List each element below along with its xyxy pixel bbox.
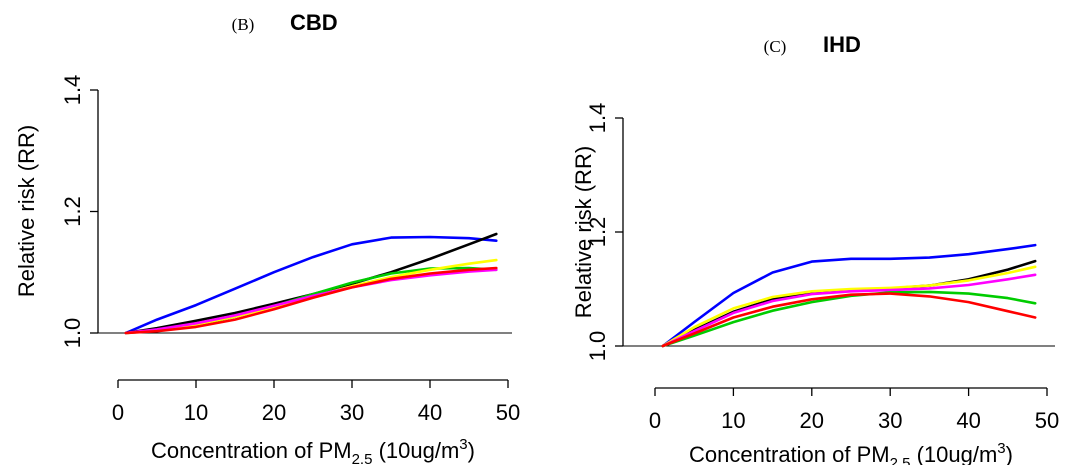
panel-label: (B)	[232, 15, 255, 34]
y-tick-label: 1.4	[60, 75, 85, 106]
x-tick-label: 40	[956, 408, 980, 433]
series-line-5	[124, 266, 498, 335]
series-line-0	[661, 243, 1037, 348]
x-tick-label: 20	[800, 408, 824, 433]
series-line-2	[661, 265, 1037, 348]
y-tick-label: 1.4	[585, 103, 610, 134]
x-tick-label: 50	[1035, 408, 1059, 433]
x-tick-label: 40	[418, 400, 442, 425]
series-line-1	[124, 232, 498, 335]
x-tick-label: 10	[721, 408, 745, 433]
series-line-0	[124, 235, 498, 335]
series-line-3	[661, 273, 1037, 348]
x-axis-label: Concentration of PM2.5 (10ug/m3)	[151, 436, 475, 465]
y-axis-label: Relative risk (RR)	[571, 146, 596, 318]
y-tick-label: 1.0	[585, 331, 610, 362]
series-line-5	[661, 292, 1037, 348]
y-tick-label: 1.0	[60, 318, 85, 349]
x-tick-label: 0	[649, 408, 661, 433]
panel-label: (C)	[764, 37, 787, 56]
x-tick-label: 30	[878, 408, 902, 433]
y-tick-label: 1.2	[585, 217, 610, 248]
x-tick-label: 0	[112, 400, 124, 425]
series-line-4	[124, 268, 498, 335]
x-tick-label: 20	[262, 400, 286, 425]
x-tick-label: 50	[496, 400, 520, 425]
chart-title: CBD	[290, 10, 338, 35]
y-axis-label: Relative risk (RR)	[14, 125, 39, 297]
y-tick-label: 1.2	[60, 196, 85, 227]
chart-panel-ihd: (C) IHD 1.0 1.2 1.4 Relative risk (RR) 0 10 20 30…	[571, 32, 1059, 465]
x-tick-label: 10	[184, 400, 208, 425]
x-axis-label: Concentration of PM2.5 (10ug/m3)	[689, 440, 1013, 465]
chart-title: IHD	[823, 32, 861, 57]
x-tick-label: 30	[340, 400, 364, 425]
chart-panel-cbd: (B) CBD 1.0 1.2 1.4 Relative risk (RR) 0 10 20 30…	[14, 10, 520, 465]
